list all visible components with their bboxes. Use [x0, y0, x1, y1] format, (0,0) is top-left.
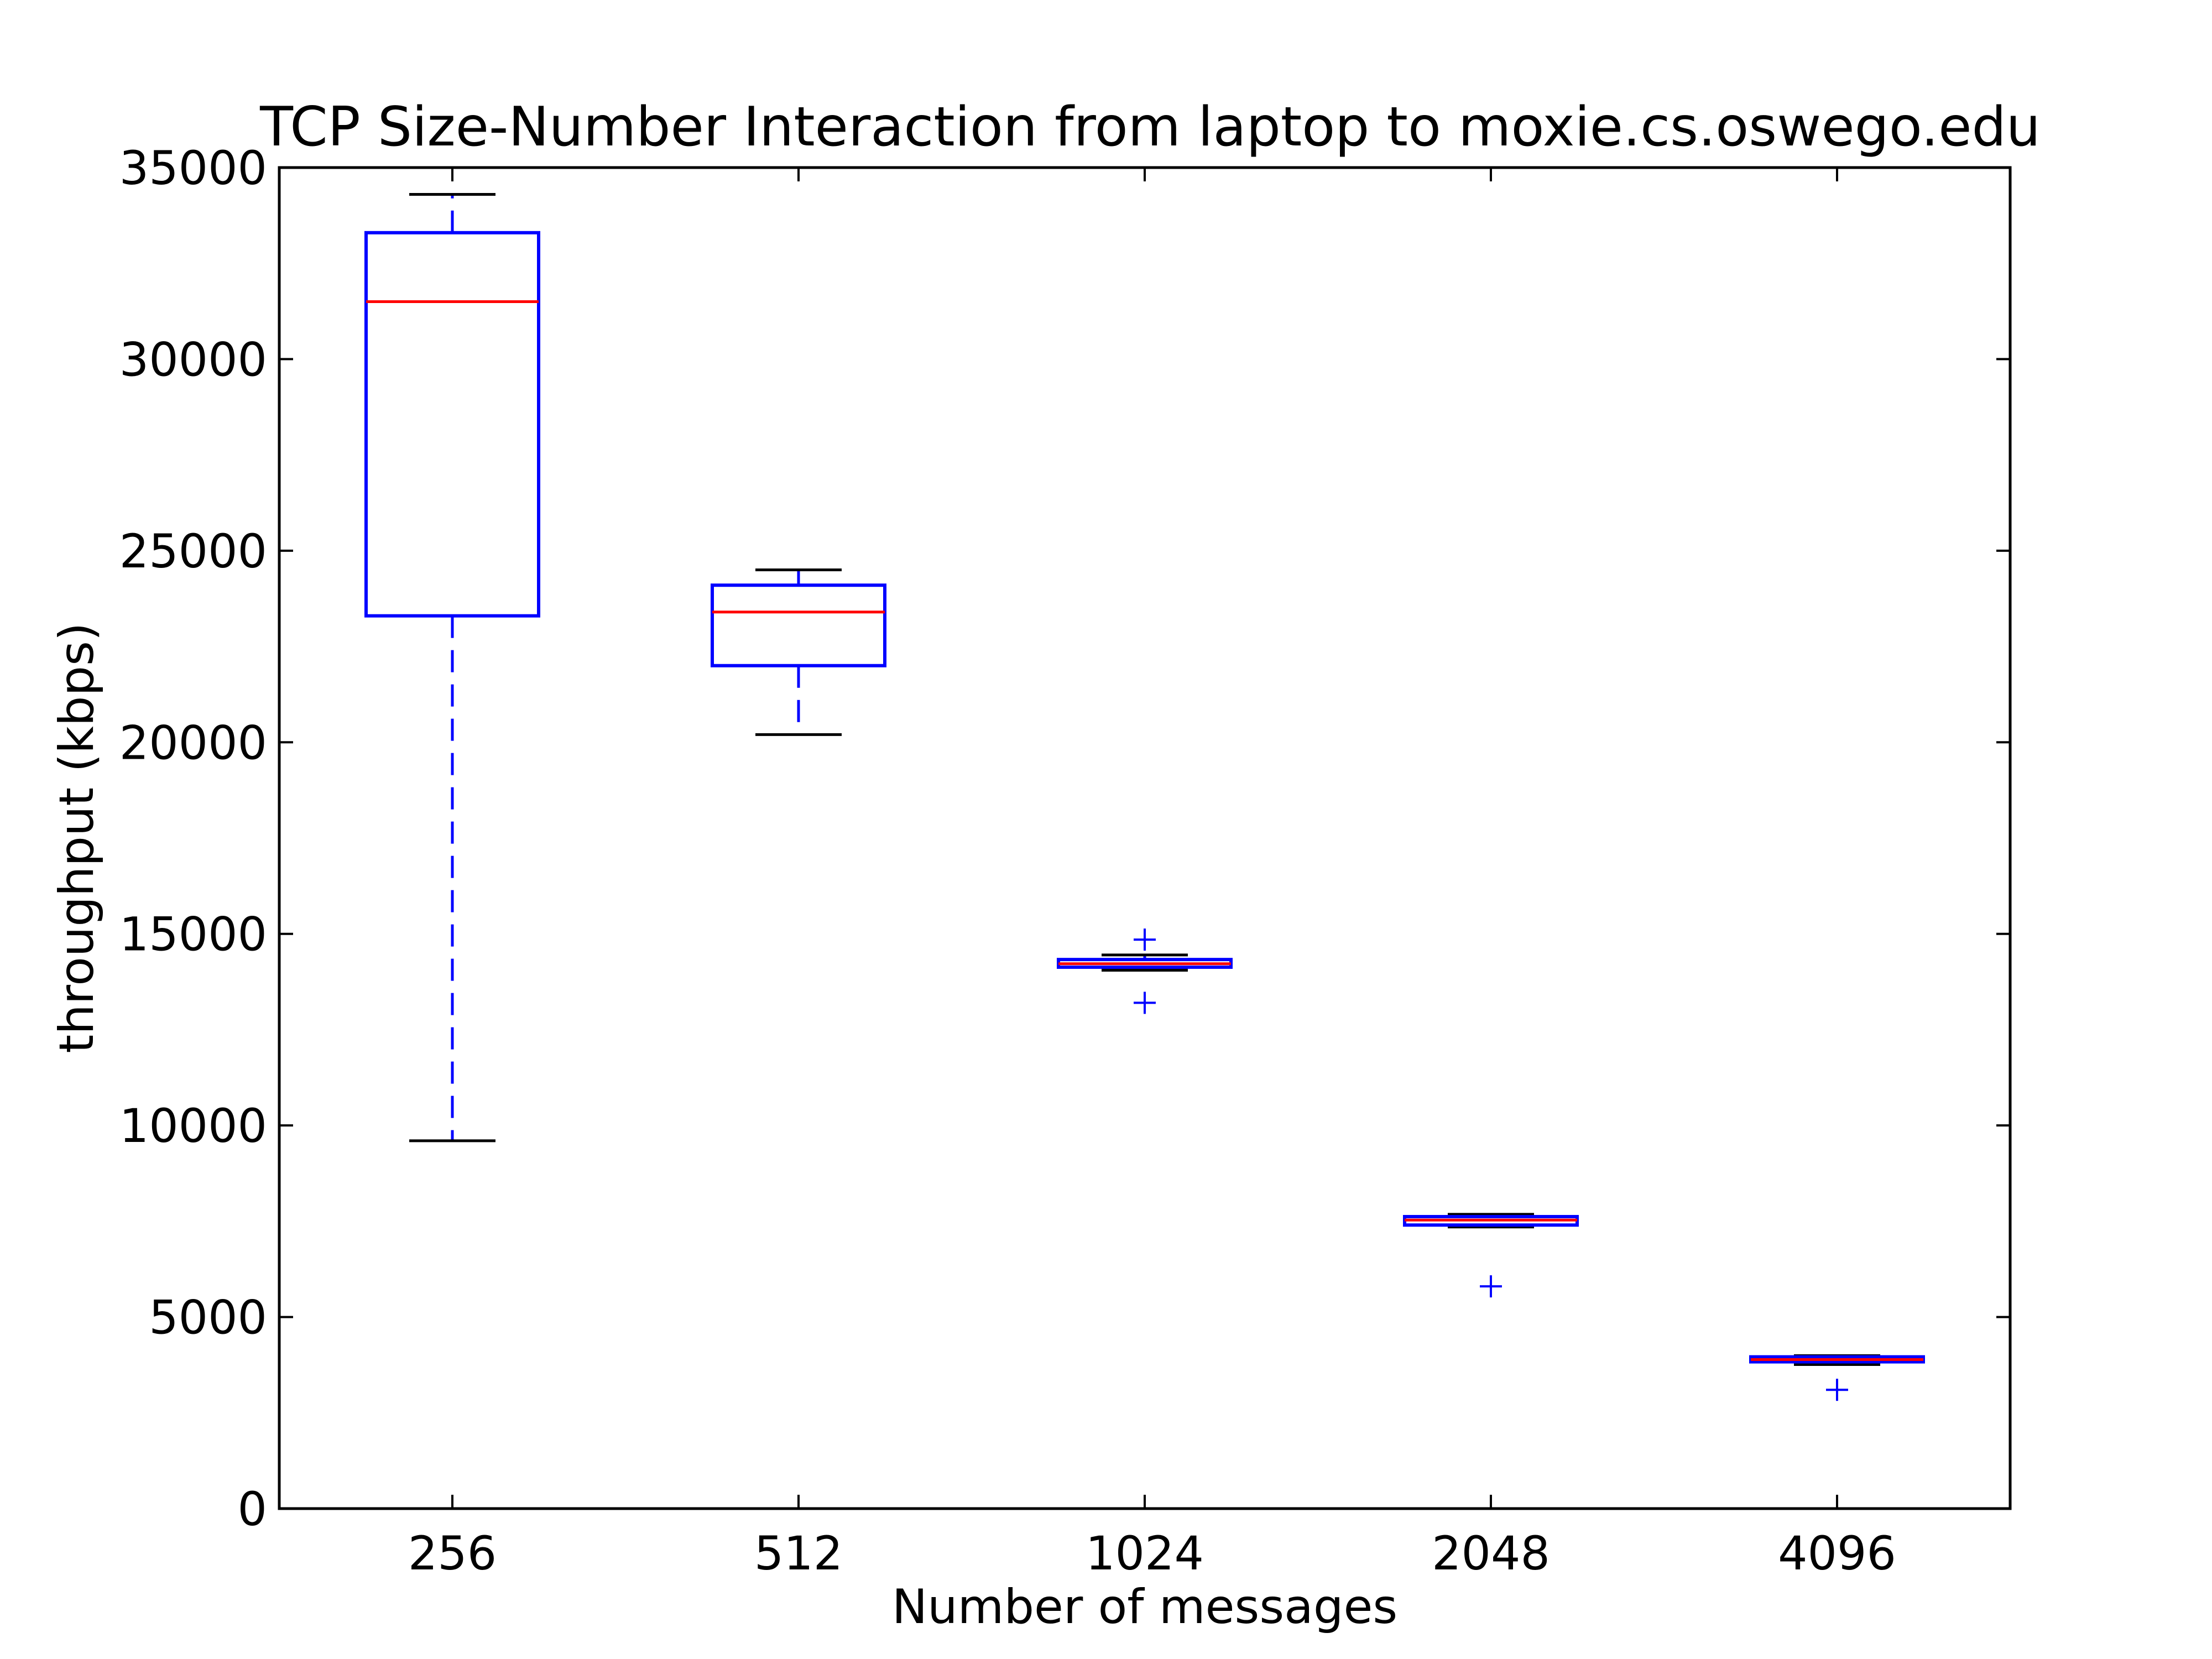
x-axis-label: Number of messages — [892, 1579, 1397, 1635]
y-tick-label: 5000 — [149, 1291, 267, 1345]
x-axis: 256 512 1024 2048 4096 — [408, 168, 1896, 1580]
x-tick-label: 1024 — [1086, 1526, 1204, 1580]
box-2048 — [1403, 1213, 1579, 1298]
y-tick-label: 10000 — [119, 1099, 267, 1153]
y-tick-label: 0 — [238, 1482, 267, 1536]
box-512 — [711, 568, 886, 736]
box-1024 — [1057, 928, 1233, 1014]
y-axis: 0 5000 10000 15000 20000 25000 30000 35000 — [119, 141, 2010, 1536]
y-tick-label: 25000 — [119, 524, 267, 578]
boxes-layer — [364, 193, 1925, 1401]
outlier-marker — [1134, 928, 1156, 951]
box-4096 — [1749, 1354, 1925, 1401]
box-iqr — [364, 231, 540, 618]
y-tick-label: 20000 — [119, 716, 267, 770]
outlier-marker — [1480, 1275, 1502, 1298]
x-tick-label: 256 — [408, 1526, 497, 1580]
x-tick-label: 2048 — [1432, 1526, 1550, 1580]
y-tick-label: 35000 — [119, 141, 267, 195]
y-axis-label: throughput (kbps) — [49, 623, 105, 1053]
box-256 — [364, 193, 540, 1142]
box-iqr — [711, 583, 886, 667]
x-tick-label: 512 — [754, 1526, 843, 1580]
x-tick-label: 4096 — [1778, 1526, 1896, 1580]
y-tick-label: 15000 — [119, 907, 267, 962]
outlier-marker — [1134, 992, 1156, 1014]
outlier-marker — [1826, 1379, 1848, 1401]
chart-title: TCP Size-Number Interaction from laptop … — [259, 96, 2041, 159]
y-tick-label: 30000 — [119, 332, 267, 387]
